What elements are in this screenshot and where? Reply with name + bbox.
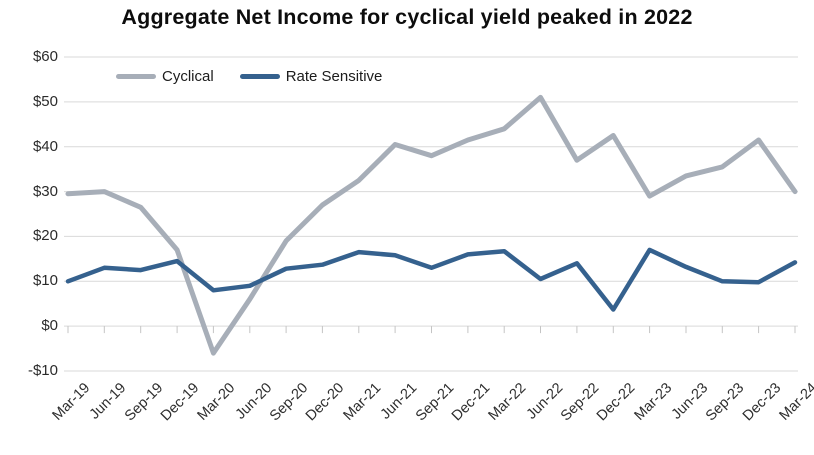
y-axis-label: $20 [32, 227, 58, 244]
legend-swatch-cyclical [116, 74, 156, 79]
y-axis-label: $30 [32, 183, 58, 200]
y-axis-label: $60 [32, 48, 58, 65]
series-line-rate-sensitive [65, 247, 798, 312]
y-axis-label: $40 [32, 138, 58, 155]
legend-item-cyclical: Cyclical [116, 68, 214, 85]
y-axis-label: $50 [32, 93, 58, 110]
y-axis-label: -$10 [27, 362, 58, 379]
y-axis-label: $10 [32, 272, 58, 289]
legend-label-rate-sensitive: Rate Sensitive [285, 68, 383, 85]
legend-label-cyclical: Cyclical [162, 68, 214, 85]
series-line-cyclical [65, 94, 798, 356]
chart-legend: Cyclical Rate Sensitive [116, 68, 382, 85]
chart-title: Aggregate Net Income for cyclical yield … [121, 5, 693, 29]
legend-swatch-rate-sensitive [239, 74, 280, 79]
y-axis-label: $0 [41, 317, 58, 334]
legend-item-rate-sensitive: Rate Sensitive [239, 68, 383, 85]
